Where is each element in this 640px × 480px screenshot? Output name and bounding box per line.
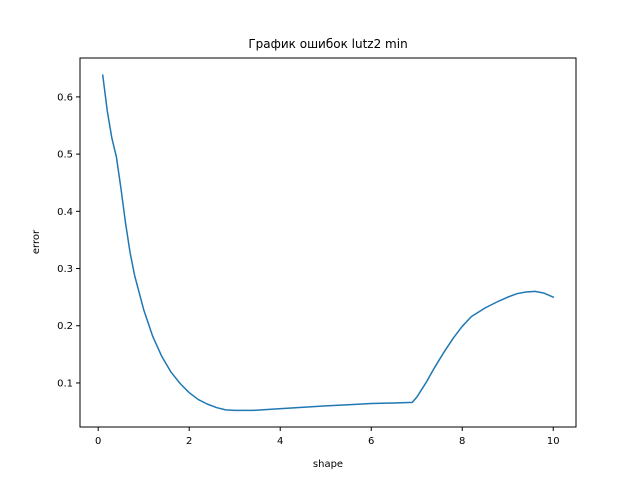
x-tick-label: 6: [368, 436, 374, 447]
y-axis-label: error: [31, 229, 42, 254]
chart-title: График ошибок lutz2 min: [248, 37, 407, 51]
x-tick-label: 0: [95, 436, 101, 447]
y-tick-label: 0.5: [57, 150, 73, 161]
axes-frame: [79, 57, 577, 428]
x-tick-label: 2: [186, 436, 192, 447]
x-axis-label: shape: [313, 459, 343, 470]
x-tick-label: 10: [547, 436, 560, 447]
x-tick-label: 8: [459, 436, 465, 447]
y-tick-label: 0.4: [57, 207, 73, 218]
series-line: [101, 74, 555, 412]
y-tick-label: 0.1: [57, 378, 73, 389]
x-tick-label: 4: [277, 436, 283, 447]
axis-ticks: 0 2 4 6 8 10 0.1 0.2 0.3 0.4 0.5 0.6: [57, 92, 560, 447]
y-tick-label: 0.6: [57, 92, 73, 103]
y-tick-label: 0.2: [57, 321, 73, 332]
y-tick-label: 0.3: [57, 264, 73, 275]
plot-area: [101, 74, 555, 412]
